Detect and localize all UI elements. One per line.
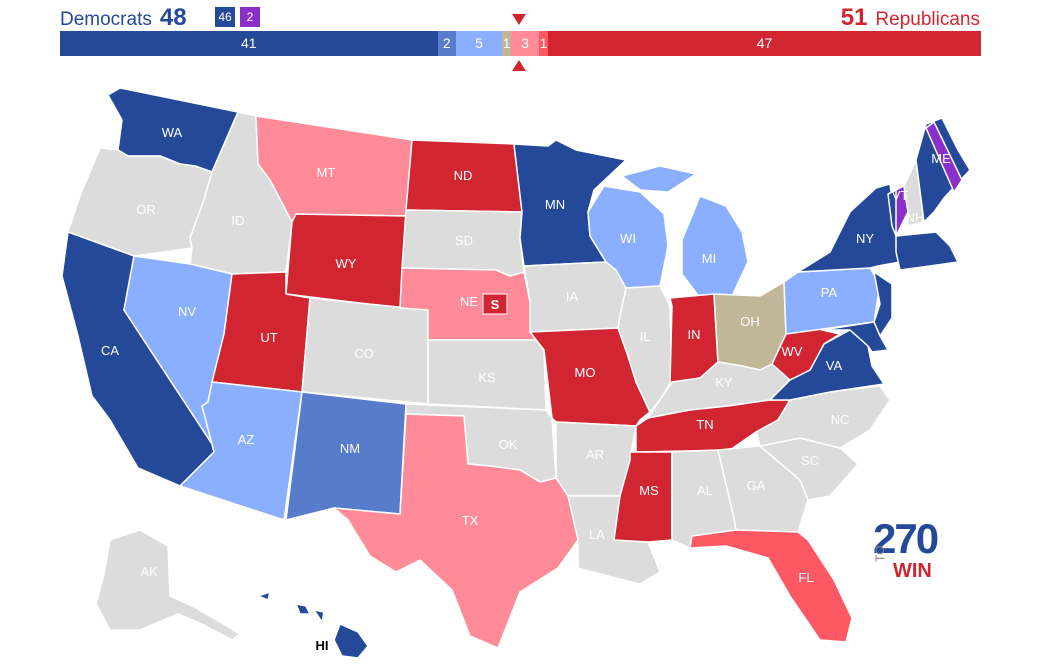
state-ny[interactable] [797,183,901,273]
state-label-nv: NV [178,304,196,319]
state-md-de[interactable] [821,321,889,353]
state-label-mo: MO [575,365,596,380]
state-label-nd: ND [454,168,473,183]
state-label-sc: SC [801,453,819,468]
state-label-fl: FL [798,570,813,585]
logo-number: 270 [873,515,939,562]
state-fl[interactable] [689,529,853,643]
state-mi[interactable] [621,165,749,299]
state-nh[interactable] [903,159,925,227]
state-label-az: AZ [238,432,255,447]
bar-segment: 1 [502,31,512,56]
state-tx[interactable] [333,413,579,649]
state-label-hi: HI [316,638,329,653]
bar-segment: 3 [511,31,539,56]
state-label-ia: IA [566,289,579,304]
state-label-vt: VT [892,188,909,203]
state-label-al: AL [697,483,713,498]
state-label-nh: NH [906,210,925,225]
state-label-ne: NE [460,294,478,309]
state-ak[interactable] [95,529,241,641]
democrats-header: Democrats 48 [60,4,187,32]
bar-segment: 47 [548,31,981,56]
democrats-total: 48 [159,4,187,31]
state-label-mi: MI [702,251,716,266]
state-label-wa: WA [162,125,183,140]
state-label-ca: CA [101,343,119,358]
state-label-ky: KY [715,375,733,390]
state-label-nm: NM [340,441,360,456]
bar-segment: 2 [437,31,457,56]
state-label-la: LA [589,527,605,542]
state-label-il: IL [640,329,651,344]
state-label-wi: WI [620,231,636,246]
ind-seats-box: 2 [240,7,260,27]
state-label-ak: AK [140,564,158,579]
state-label-tx: TX [462,513,479,528]
logo-to: TO [873,545,887,562]
republicans-label: Republicans [875,9,980,30]
state-label-mn: MN [545,197,565,212]
state-label-nc: NC [831,412,850,427]
bar-segment: 5 [456,31,503,56]
state-label-wv: WV [782,344,803,359]
state-label-ks: KS [478,370,496,385]
state-label-ut: UT [260,330,277,345]
state-label-tn: TN [696,417,713,432]
state-label-ga: GA [747,478,766,493]
state-label-oh: OH [740,314,760,329]
state-ks[interactable] [427,339,547,411]
state-label-va: VA [826,358,843,373]
state-label-ny: NY [856,231,874,246]
majority-marker-bottom [512,60,526,71]
state-me-ind[interactable] [925,121,963,193]
state-label-ms: MS [639,483,659,498]
republicans-total: 51 [840,4,868,31]
state-label-pa: PA [821,285,838,300]
bar-segment: 41 [60,31,438,56]
state-label-or: OR [136,202,156,217]
state-me[interactable] [915,117,971,223]
bar-segment: 1 [538,31,549,56]
state-label-me: ME [931,151,951,166]
state-label-wy: WY [336,256,357,271]
dem-seats-box: 46 [215,7,235,27]
state-label-ar: AR [586,447,604,462]
state-label-in: IN [688,327,701,342]
state-il[interactable] [617,285,673,413]
seat-tally-bar: 41 2 5 1 3 1 47 [60,31,981,56]
state-ct-ri-ma[interactable] [895,231,959,271]
republicans-header: 51 Republicans [841,4,980,32]
logo-win: WIN [893,560,932,582]
democrats-label: Democrats [60,9,152,30]
state-label-sd: SD [455,233,473,248]
270towin-logo[interactable]: 270 TO WIN [873,515,943,583]
state-label-ok: OK [499,437,518,452]
state-nm[interactable] [285,391,407,521]
state-label-id: ID [232,213,245,228]
state-label-mt: MT [317,165,336,180]
special-marker-label: S [491,297,500,312]
state-label-co: CO [354,346,374,361]
state-hi[interactable] [257,591,369,659]
majority-marker-top [512,14,526,25]
special-election-marker [482,293,508,315]
